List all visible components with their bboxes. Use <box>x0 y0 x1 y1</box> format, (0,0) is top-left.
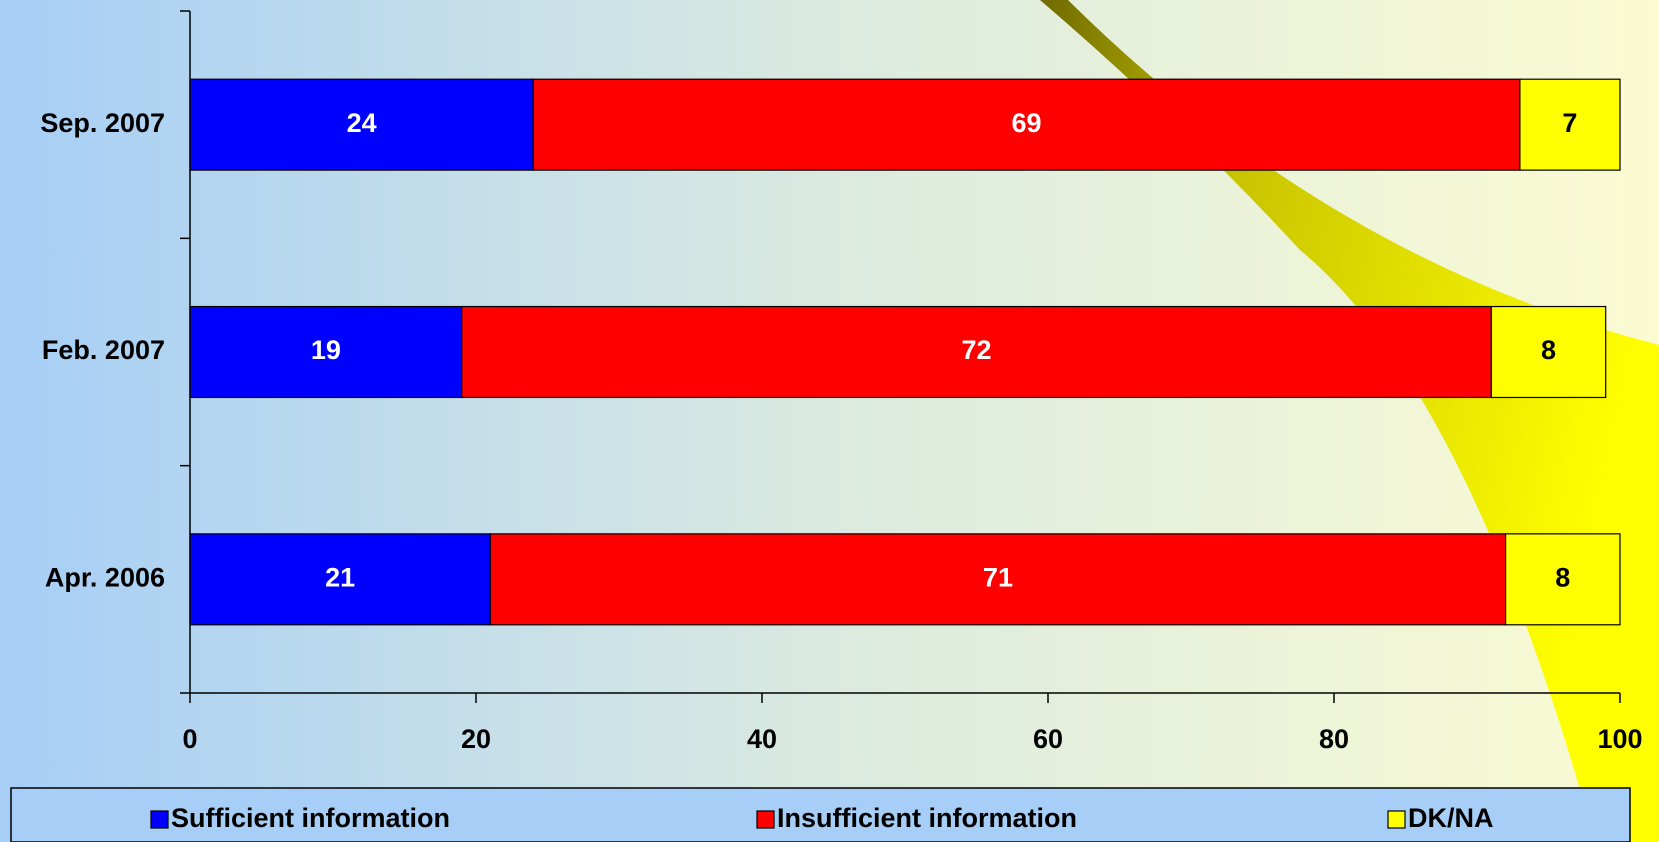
bar-segment <box>1490 305 1607 399</box>
x-tick-label: 40 <box>747 724 777 754</box>
x-tick-label: 80 <box>1319 724 1349 754</box>
data-label: 21 <box>325 562 355 592</box>
legend-label: Sufficient information <box>171 803 450 833</box>
data-label: 8 <box>1541 335 1556 365</box>
data-label: 19 <box>311 335 341 365</box>
legend-box <box>10 787 1631 842</box>
x-tick-label: 20 <box>461 724 491 754</box>
data-label: 8 <box>1555 562 1570 592</box>
data-label: 71 <box>983 562 1013 592</box>
data-label: 69 <box>1012 108 1042 138</box>
plot-area: Sep. 2007 24 69 7 Feb. 2007 19 72 8 Apr. 2006 21 7… <box>40 10 1643 754</box>
y-tick-label: Sep. 2007 <box>40 108 165 138</box>
legend-swatch <box>1387 810 1406 829</box>
data-label: 24 <box>347 108 377 138</box>
data-label: 7 <box>1562 108 1577 138</box>
bar-segment <box>189 533 491 626</box>
bar-segment <box>1519 78 1621 171</box>
decor-swoosh <box>1040 0 1659 842</box>
y-tick-label: Apr. 2006 <box>45 562 165 592</box>
bar-segment <box>1504 533 1621 626</box>
x-tick-label: 60 <box>1033 724 1063 754</box>
legend-label: Insufficient information <box>777 803 1077 833</box>
legend-swatch <box>756 810 775 829</box>
legend-label: DK/NA <box>1408 803 1494 833</box>
bar-segment <box>461 305 1492 399</box>
bar-segment <box>489 533 1507 626</box>
x-tick-label: 100 <box>1597 724 1642 754</box>
bar-segment <box>532 78 1521 171</box>
y-tick-label: Feb. 2007 <box>42 335 165 365</box>
x-tick-label: 0 <box>182 724 197 754</box>
legend-swatch <box>150 810 169 829</box>
data-label: 72 <box>961 335 991 365</box>
